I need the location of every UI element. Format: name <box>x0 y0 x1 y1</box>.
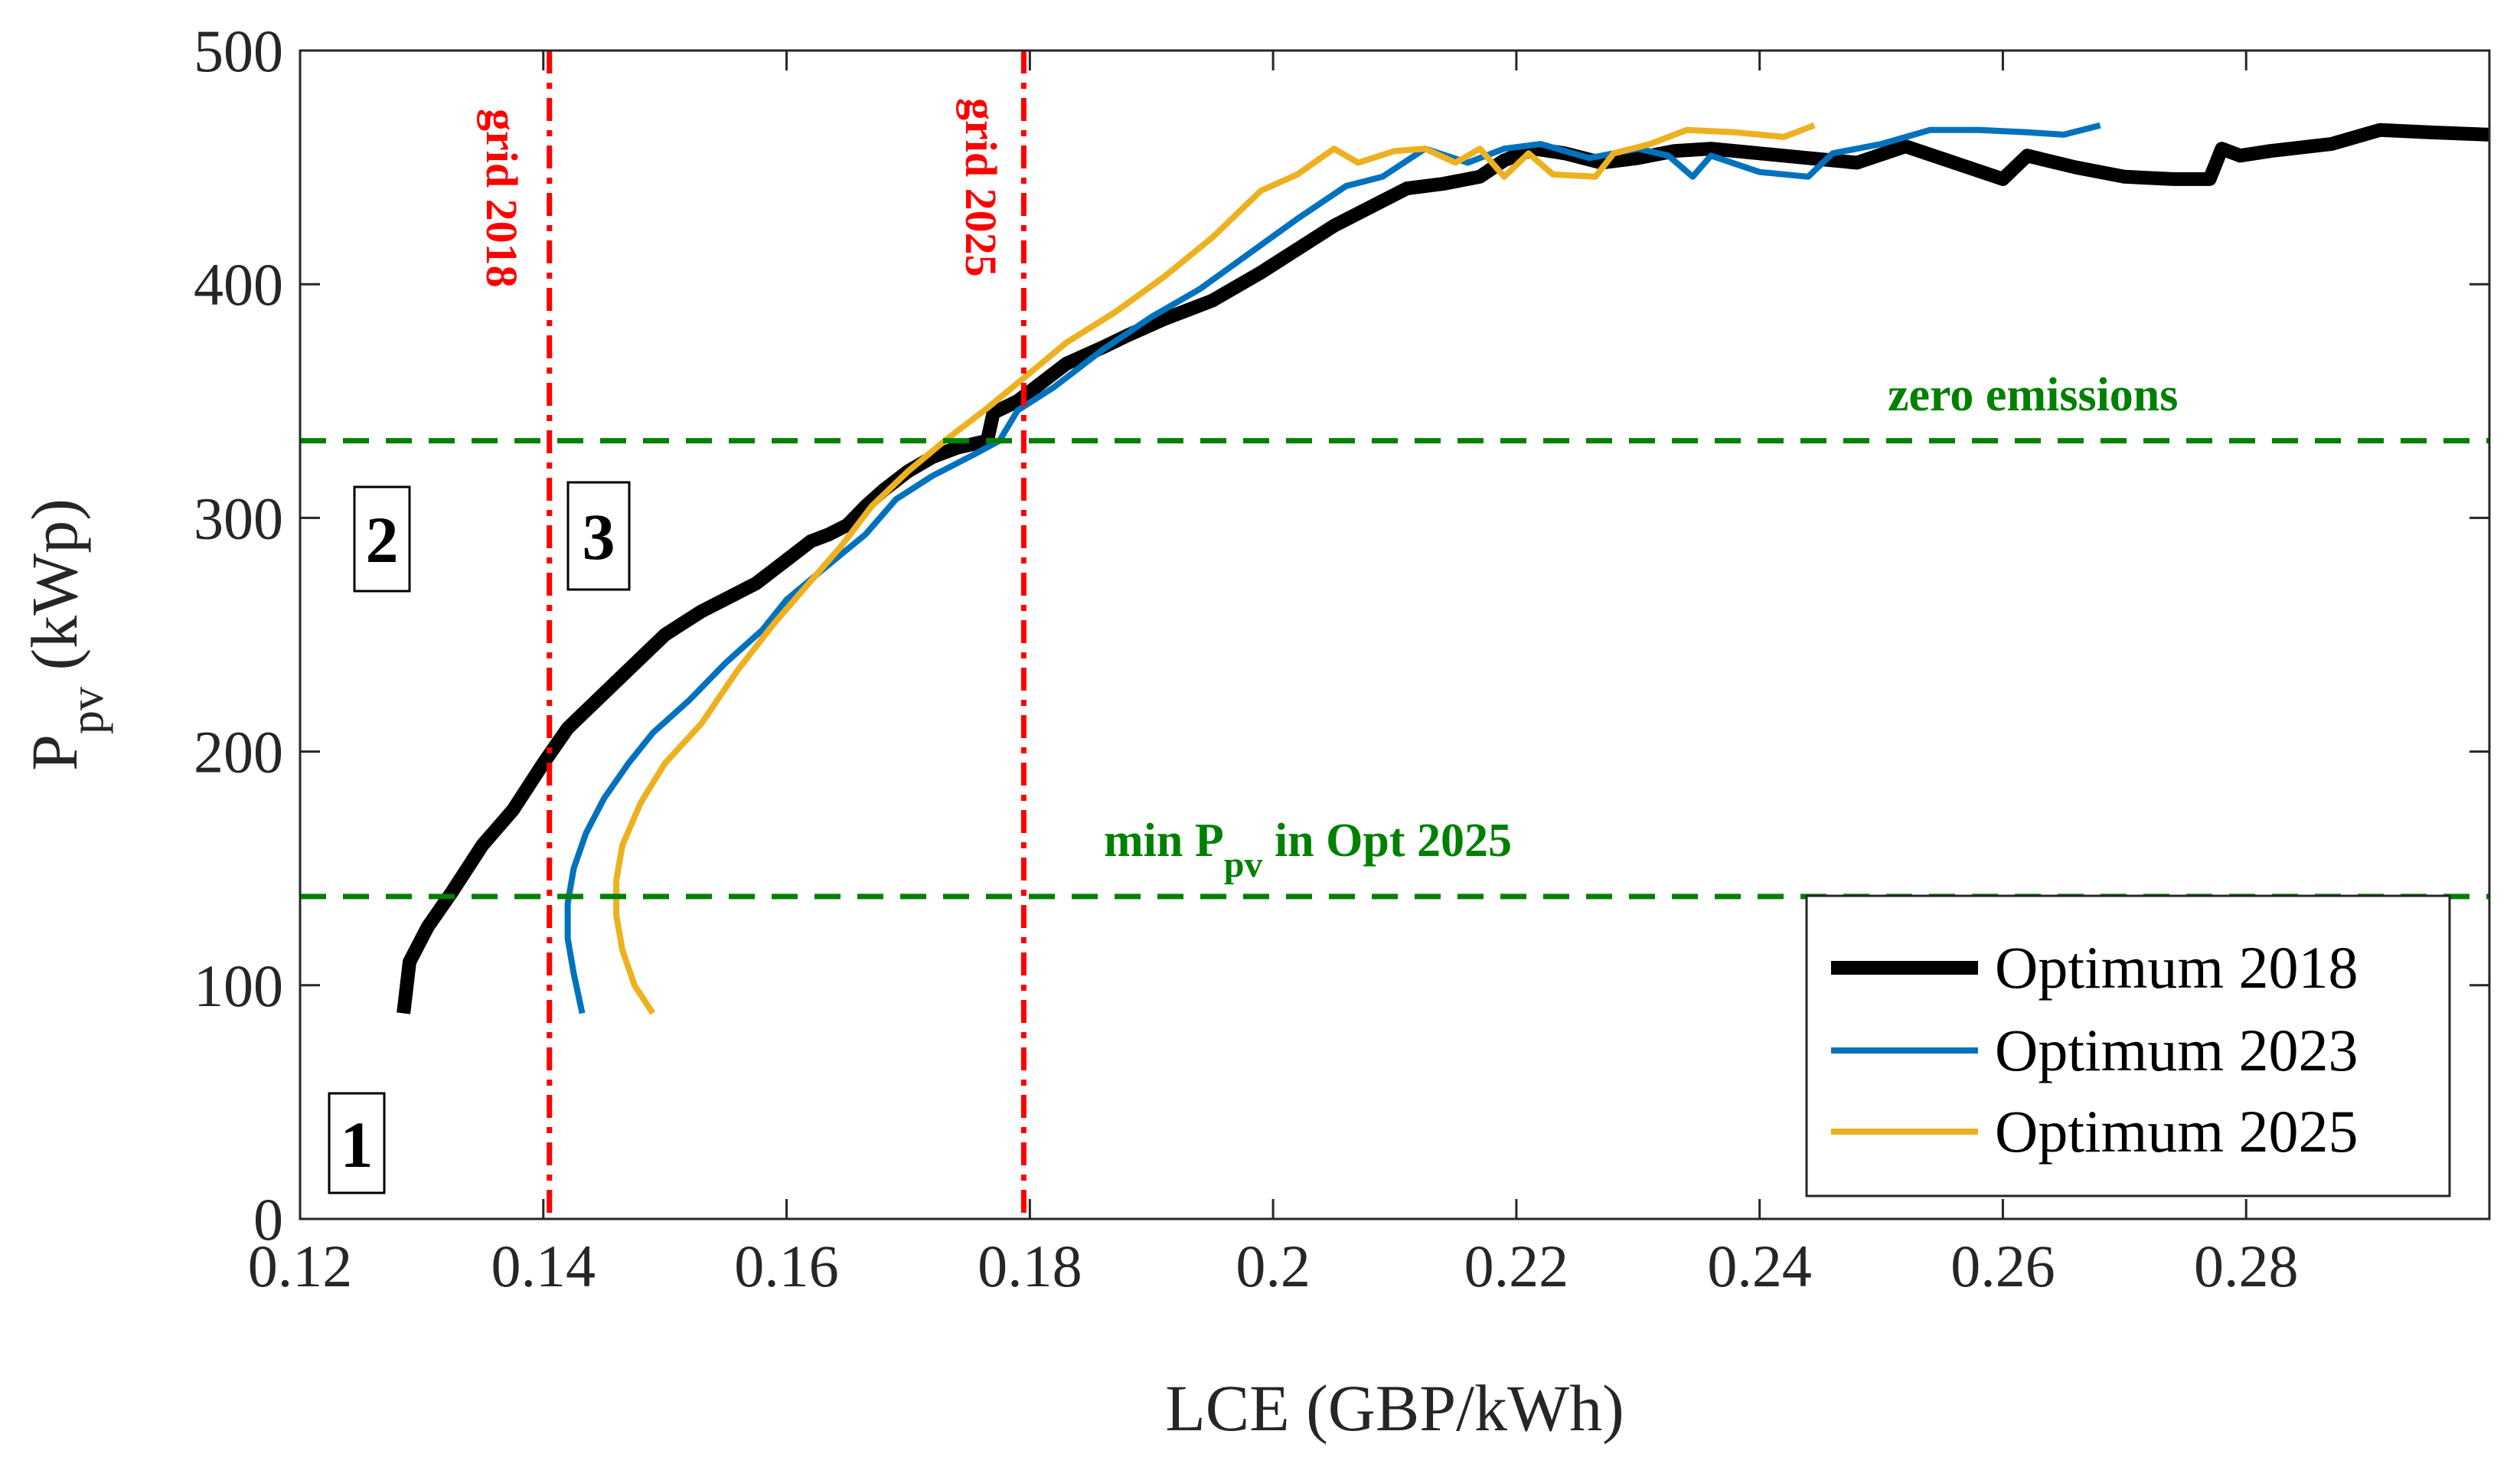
x-axis-ticks: 0.12 0.14 0.16 0.18 0.2 0.22 0.24 0.26 0.28 <box>248 51 2299 1299</box>
svg-text:1: 1 <box>341 1108 374 1181</box>
x-axis-title: LCE (GBP/kWh) <box>1165 1371 1624 1445</box>
series-line-optimum-2018 <box>397 123 2490 1014</box>
y-tick-label: 200 <box>194 719 283 786</box>
x-tick-label: 0.14 <box>491 1233 596 1299</box>
x-tick-label: 0.24 <box>1707 1233 1812 1299</box>
y-tick-label: 400 <box>194 251 283 318</box>
x-tick-label: 0.18 <box>978 1233 1082 1299</box>
y-tick-label: 300 <box>194 485 283 551</box>
grid-2018-label: grid 2018 <box>477 109 527 288</box>
legend-label-2018: Optimum 2018 <box>1995 934 2358 1001</box>
x-tick-label: 0.2 <box>1236 1233 1311 1299</box>
x-tick-label: 0.28 <box>2194 1233 2299 1299</box>
y-tick-label: 100 <box>194 952 283 1019</box>
x-tick-label: 0.16 <box>734 1233 839 1299</box>
y-axis-title: Ppv (kWp) <box>18 498 113 771</box>
y-tick-label: 500 <box>194 18 283 84</box>
axes-frame <box>299 49 2491 1220</box>
series-line-optimum-2025 <box>613 122 1816 1015</box>
legend: Optimum 2018 Optimum 2023 Optimum 2025 <box>1805 894 2451 1197</box>
y-axis-ticks: 0 100 200 300 400 500 <box>194 18 2489 1253</box>
x-tick-label: 0.12 <box>248 1233 353 1299</box>
region-label-3: 3 <box>566 481 631 591</box>
legend-label-2025: Optimum 2025 <box>1995 1098 2358 1165</box>
y-tick-label: 0 <box>253 1186 283 1253</box>
legend-label-2023: Optimum 2023 <box>1995 1017 2358 1083</box>
svg-text:3: 3 <box>583 500 615 573</box>
series-layer <box>397 122 2490 1015</box>
grid-2025-label: grid 2025 <box>956 98 1006 277</box>
region-label-2: 2 <box>353 485 411 593</box>
legend-box <box>1805 894 2451 1197</box>
zero-emissions-label: zero emissions <box>1888 369 2178 421</box>
region-label-1: 1 <box>328 1092 386 1194</box>
series-line-optimum-2023 <box>564 122 2101 1014</box>
min-ppv-label: min Ppv in Opt 2025 <box>1104 815 1512 885</box>
x-tick-label: 0.22 <box>1464 1233 1569 1299</box>
svg-text:2: 2 <box>366 503 399 577</box>
x-tick-label: 0.26 <box>1950 1233 2055 1299</box>
